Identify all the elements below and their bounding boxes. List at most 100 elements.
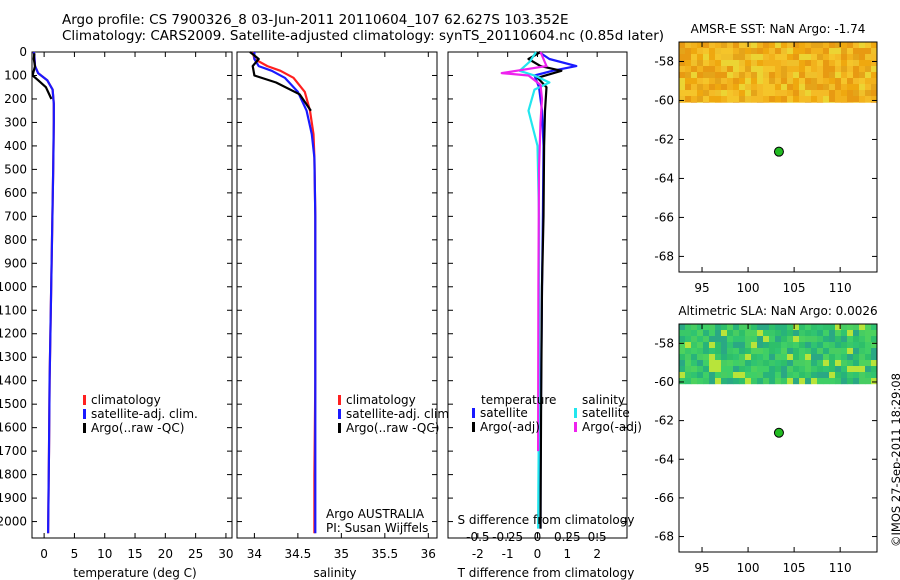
sst_map-field (679, 42, 878, 103)
difference-top-xtick-label: 0.25 (554, 530, 581, 544)
temperature-legend-label: Argo(..raw -QC) (91, 421, 184, 435)
salinity-series-line (249, 51, 312, 112)
difference-legend-label: Argo(-adj) (480, 420, 540, 434)
salinity-legend-label: climatology (346, 393, 416, 407)
sst_map-ytick-label: -62 (654, 132, 674, 146)
difference-series-line (527, 51, 563, 529)
difference-xlabel: T difference from climatology (457, 566, 635, 580)
temperature-xtick-label: 25 (188, 547, 203, 561)
pi-name-label: PI: Susan Wijffels (326, 521, 428, 535)
difference-top-xtick-label: 0 (534, 530, 542, 544)
difference-xtick-label: -2 (472, 547, 484, 561)
sla_map-xtick-label: 110 (829, 561, 852, 575)
difference-top-xlabel: S difference from climatology (458, 513, 635, 527)
difference-legend-swatch (472, 422, 475, 432)
temperature-xlabel: temperature (deg C) (73, 566, 196, 580)
temperature-xtick-label: 15 (127, 547, 142, 561)
sst_map-xtick-label: 95 (694, 281, 709, 295)
difference-xtick-label: 0 (534, 547, 542, 561)
sla_map-field (679, 324, 878, 385)
difference-top-xtick-label: 0.5 (588, 530, 607, 544)
depth-tick-label: 100 (4, 68, 27, 82)
depth-tick-label: 1200 (0, 327, 27, 341)
salinity-xlabel: salinity (313, 566, 356, 580)
temperature-series-line (31, 53, 53, 100)
sst_map-xtick-label: 105 (783, 281, 806, 295)
salinity-xtick-label: 36 (421, 547, 436, 561)
sst_map-argo-position-marker (773, 146, 784, 157)
depth-tick-label: 900 (4, 256, 27, 270)
difference-legend-swatch (574, 408, 577, 418)
difference-legend-label: satellite (480, 406, 528, 420)
sla_map-argo-position-marker (773, 427, 784, 438)
temperature-legend-label: climatology (91, 393, 161, 407)
sst_map-ytick-label: -64 (654, 171, 674, 185)
sla_map-ytick-label: -68 (654, 530, 674, 544)
depth-tick-label: 1300 (0, 350, 27, 364)
argo-program-label: Argo AUSTRALIA (326, 507, 425, 521)
difference-legend-header-salinity: salinity (582, 393, 625, 407)
depth-tick-label: 0 (19, 45, 27, 59)
salinity-xtick-label: 35 (334, 547, 349, 561)
depth-tick-label: 1700 (0, 444, 27, 458)
depth-tick-label: 1900 (0, 491, 27, 505)
sla_map-xtick-label: 95 (694, 561, 709, 575)
temperature-legend-swatch (83, 395, 86, 405)
depth-tick-label: 400 (4, 139, 27, 153)
difference-legend-header-temperature: temperature (481, 393, 556, 407)
salinity-series-line (253, 52, 317, 534)
sst_map-ytick-label: -60 (654, 93, 674, 107)
salinity-legend-label: Argo(..raw -QC) (346, 421, 439, 435)
temperature-plot-frame (31, 51, 233, 539)
sla_map-xtick-label: 100 (737, 561, 760, 575)
depth-tick-label: 800 (4, 233, 27, 247)
salinity-legend-swatch (338, 409, 341, 419)
sla_map-frame (678, 323, 878, 553)
sla_map-ytick-label: -66 (654, 491, 674, 505)
temperature-legend-swatch (83, 409, 86, 419)
difference-legend-swatch (472, 408, 475, 418)
depth-tick-label: 1500 (0, 397, 27, 411)
depth-tick-label: 2000 (0, 515, 27, 529)
difference-series-line (500, 51, 548, 452)
depth-tick-label: 1000 (0, 280, 27, 294)
depth-tick-label: 1400 (0, 374, 27, 388)
salinity-legend-swatch (338, 395, 341, 405)
difference-legend-swatch (574, 422, 577, 432)
temperature-legend-swatch (83, 423, 86, 433)
depth-tick-label: 1800 (0, 468, 27, 482)
temperature-xtick-label: 0 (40, 547, 48, 561)
figure-title: Argo profile: CS 7900326_8 03-Jun-2011 2… (62, 12, 569, 28)
sst_map-xtick-label: 110 (829, 281, 852, 295)
salinity-xtick-label: 35.5 (371, 547, 398, 561)
sst_map-ytick-label: -68 (654, 249, 674, 263)
depth-tick-label: 1600 (0, 421, 27, 435)
sla_map-ytick-label: -60 (654, 375, 674, 389)
sla_map-title: Altimetric SLA: NaN Argo: 0.0026 (678, 304, 877, 318)
sst_map-ytick-label: -58 (654, 54, 674, 68)
sla_map-ytick-label: -58 (654, 336, 674, 350)
salinity-plot-frame (236, 51, 438, 539)
sla_map-ytick-label: -62 (654, 414, 674, 428)
sst_map-ytick-label: -66 (654, 210, 674, 224)
difference-xtick-label: -1 (502, 547, 514, 561)
depth-tick-label: 200 (4, 92, 27, 106)
difference-xtick-label: 2 (593, 547, 601, 561)
difference-top-xtick-label: -0.25 (492, 530, 523, 544)
difference-legend-label: Argo(-adj) (582, 420, 642, 434)
salinity-legend-label: satellite-adj. clim. (346, 407, 453, 421)
depth-tick-label: 700 (4, 209, 27, 223)
salinity-xtick-label: 34.5 (285, 547, 312, 561)
temperature-xtick-label: 5 (71, 547, 79, 561)
sla_map-ytick-label: -64 (654, 452, 674, 466)
sst_map-title: AMSR-E SST: NaN Argo: -1.74 (691, 22, 866, 36)
sst_map-frame (678, 41, 878, 273)
depth-tick-label: 1100 (0, 303, 27, 317)
temperature-legend-label: satellite-adj. clim. (91, 407, 198, 421)
sla_map-xtick-label: 105 (783, 561, 806, 575)
temperature-xtick-label: 30 (218, 547, 233, 561)
temperature-xtick-label: 10 (97, 547, 112, 561)
difference-xtick-label: 1 (564, 547, 572, 561)
figure-subtitle: Climatology: CARS2009. Satellite-adjuste… (62, 28, 665, 44)
